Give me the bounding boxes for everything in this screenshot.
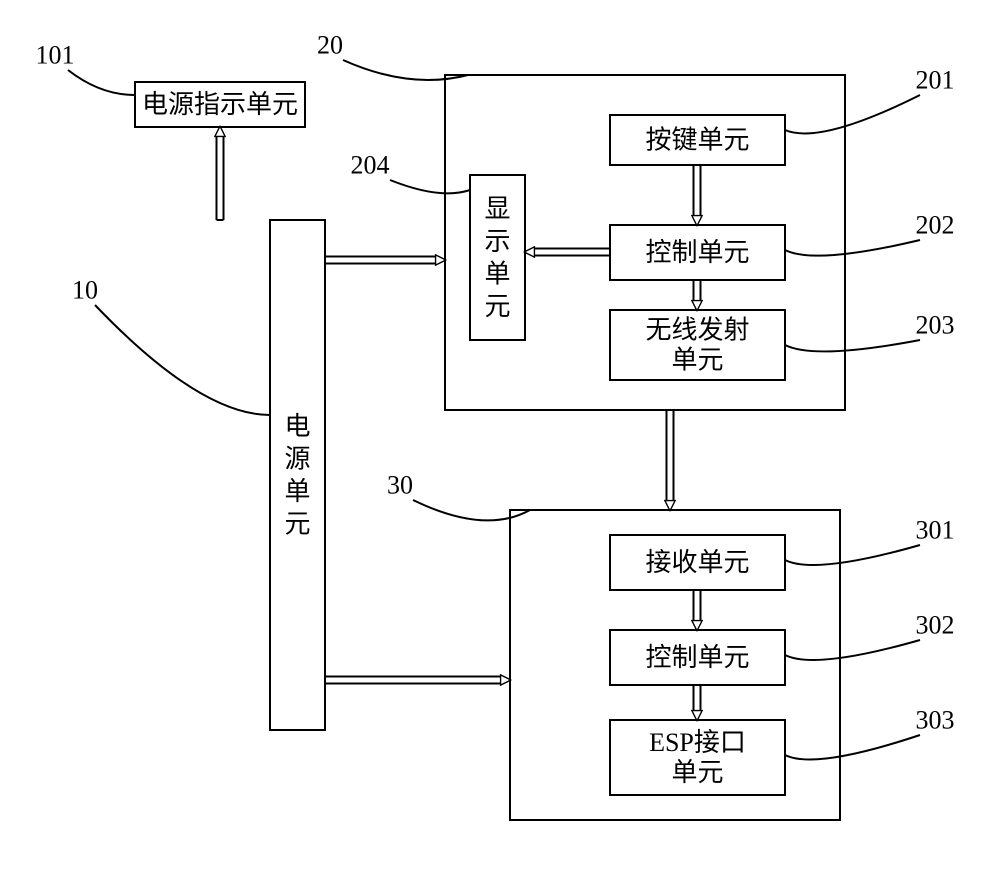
arrow-ctrl_unit_20-to-display_unit <box>525 249 610 256</box>
label-esp_unit: 单元 <box>671 758 723 787</box>
leader-101 <box>68 70 135 95</box>
arrow-ctrl_unit_20-to-tx_unit <box>694 280 701 310</box>
ref-301: 301 <box>916 516 955 545</box>
label-ctrl_unit_20: 控制单元 <box>645 238 749 267</box>
leader-301 <box>785 545 920 565</box>
ref-101: 101 <box>36 41 75 70</box>
ref-203: 203 <box>916 311 955 340</box>
leader-201 <box>785 95 920 133</box>
arrow-key_unit-to-ctrl_unit_20 <box>694 165 701 225</box>
node-power_unit <box>270 220 325 730</box>
ref-202: 202 <box>916 211 955 240</box>
label-display_unit: 示 <box>484 227 510 256</box>
arrow-power_unit_right-to-group30_left <box>325 677 510 684</box>
label-ctrl_unit_30: 控制单元 <box>645 643 749 672</box>
label-power_unit: 单 <box>284 477 310 506</box>
label-power_unit: 源 <box>284 444 310 473</box>
leader-202 <box>785 240 920 256</box>
label-power_unit: 元 <box>284 509 310 538</box>
label-display_unit: 显 <box>484 194 510 223</box>
ref-30: 30 <box>387 471 413 500</box>
label-esp_unit: ESP接口 <box>649 728 746 757</box>
ref-10: 10 <box>72 276 98 305</box>
label-display_unit: 元 <box>484 292 510 321</box>
leader-203 <box>785 340 920 351</box>
label-display_unit: 单 <box>484 259 510 288</box>
leader-303 <box>785 735 920 760</box>
arrow-power_unit_right-to-group20_left <box>325 257 445 264</box>
ref-201: 201 <box>916 66 955 95</box>
label-power_indicator: 电源指示单元 <box>142 90 298 119</box>
leader-204 <box>390 180 470 193</box>
label-tx_unit: 无线发射 <box>645 316 749 345</box>
arrow-ctrl_unit_30-to-esp_unit <box>694 685 701 720</box>
ref-20: 20 <box>317 31 343 60</box>
arrow-g20_bottom-to-g30_top <box>667 410 674 510</box>
leader-302 <box>785 640 920 660</box>
arrow-rx_unit-to-ctrl_unit_30 <box>694 590 701 630</box>
leader-10 <box>95 305 270 415</box>
label-power_unit: 电 <box>284 412 310 441</box>
label-rx_unit: 接收单元 <box>645 548 749 577</box>
ref-302: 302 <box>916 611 955 640</box>
label-tx_unit: 单元 <box>671 345 723 374</box>
arrow-power_unit_top-to-power_indicator_bottom <box>217 127 224 220</box>
ref-204: 204 <box>351 151 390 180</box>
leader-20 <box>343 60 468 80</box>
label-key_unit: 按键单元 <box>645 126 749 155</box>
ref-303: 303 <box>916 706 955 735</box>
